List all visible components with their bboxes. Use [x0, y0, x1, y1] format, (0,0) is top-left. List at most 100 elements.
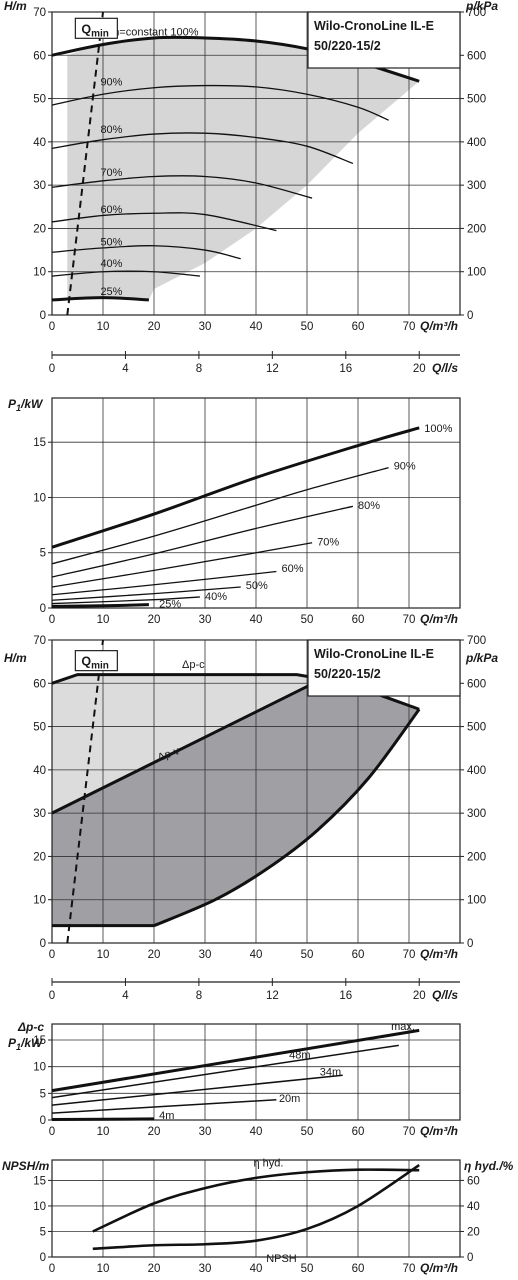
x-tick-label: 70 [403, 614, 416, 626]
y-tick-label: 10 [33, 267, 46, 279]
series-label: NPSH [266, 1253, 297, 1265]
y-tick-label: 50 [33, 722, 46, 734]
series-line [51, 132, 354, 165]
title-box [307, 639, 461, 697]
series-line [51, 212, 277, 232]
x-tick-label: 60 [352, 614, 365, 626]
y2-tick-label: 200 [467, 223, 486, 235]
chart-title: Wilo-CronoLine IL-E [314, 19, 434, 33]
y2-tick-label: 0 [467, 938, 473, 950]
chart-h-q-variable: 0 10 20 30 40 50 60 700102030405060700100200300… [4, 0, 498, 333]
ls-axis-label: Q/l/s [432, 988, 458, 1002]
x-tick-label: 10 [97, 321, 110, 333]
series-label: 70% [317, 537, 339, 549]
chart-title: Wilo-CronoLine IL-E [314, 647, 434, 661]
series-label: 80% [358, 500, 380, 512]
x-axis-label: Q/m³/h [420, 1261, 458, 1275]
y2-tick-label: 40 [467, 1201, 480, 1213]
series-label: 40% [100, 258, 122, 270]
x-tick-label: 60 [352, 1263, 365, 1275]
series-line [92, 1168, 420, 1233]
series-label: 48m [289, 1049, 310, 1061]
y2-axis-label: p/kPa [465, 651, 498, 665]
ls-tick-label: 12 [266, 363, 279, 375]
series-label: 70% [100, 167, 122, 179]
series-line [51, 1117, 155, 1121]
y-axis-label: H/m [4, 651, 27, 665]
chart-subtitle: 50/220-15/2 [314, 39, 381, 53]
ls-tick-label: 8 [196, 363, 202, 375]
series-label: 50% [100, 236, 122, 248]
chart-subtitle: 50/220-15/2 [314, 667, 381, 681]
y2-tick-label: 100 [467, 895, 486, 907]
series-line [51, 603, 149, 608]
series-label: 80% [100, 124, 122, 136]
x-tick-label: 40 [250, 1126, 263, 1138]
y2-tick-label: 0 [467, 1252, 473, 1264]
y-axis-label-top: Δp-c [17, 1020, 44, 1034]
series-line [51, 467, 389, 565]
qmin-label-sub: min [91, 28, 109, 39]
y2-tick-label: 600 [467, 678, 486, 690]
y2-tick-label: 100 [467, 267, 486, 279]
dpv-region [52, 678, 420, 926]
y-tick-label: 0 [40, 310, 46, 322]
series-label: 20m [279, 1093, 300, 1105]
qmin-label-box [74, 17, 118, 39]
series-label: η hyd. [253, 1158, 283, 1170]
ls-tick-label: 16 [339, 363, 352, 375]
dpv-line [51, 677, 323, 815]
series-line [51, 84, 389, 121]
y-axis-label: P1/kW [8, 1036, 44, 1052]
y-tick-label: 40 [33, 765, 46, 777]
y-tick-label: 60 [33, 678, 46, 690]
x-tick-label: 40 [250, 321, 263, 333]
x-tick-label: 0 [49, 614, 55, 626]
series-label: 90% [394, 460, 416, 472]
y-tick-label: 10 [33, 895, 46, 907]
ls-tick-label: 4 [122, 990, 129, 1002]
ls-axis-label: Q/l/s [432, 361, 458, 375]
y2-tick-label: 20 [467, 1226, 480, 1238]
x-tick-label: 50 [301, 1263, 314, 1275]
series-line [51, 505, 354, 578]
y2-tick-label: 400 [467, 765, 486, 777]
series-label: 50% [246, 580, 268, 592]
qmin-line [66, 11, 104, 316]
y-tick-label: 15 [33, 1175, 46, 1187]
ls-tick-label: 20 [413, 990, 426, 1002]
x-tick-label: 50 [301, 321, 314, 333]
ls-tick-label: 8 [196, 990, 202, 1002]
x-tick-label: 30 [199, 949, 212, 961]
y-tick-label: 60 [33, 50, 46, 62]
y-axis-label-sub: 1 [16, 403, 21, 413]
series-line [51, 426, 420, 549]
x-axis-label: Q/m³/h [420, 1124, 458, 1138]
chart-p1-variable: 0 10 20 30 40 50 60 70 0 5 10 15 Q/m³/h P1/kW 100% 90% 8… [8, 397, 461, 626]
qmin-label-sub: min [91, 661, 109, 672]
y2-axis-label: η hyd./% [464, 1159, 514, 1173]
ls-tick-label: 0 [49, 363, 55, 375]
y2-tick-label: 700 [467, 635, 486, 647]
x-tick-label: 20 [148, 1126, 161, 1138]
series-label: 25% [100, 286, 122, 298]
y-axis-label-suffix: /kW [20, 1036, 44, 1050]
y-tick-label: 30 [33, 808, 46, 820]
series-line [51, 586, 241, 601]
y-tick-label: 70 [33, 635, 46, 647]
x-tick-label: 30 [199, 321, 212, 333]
chart-p1-control-modes: 0 10 20 30 40 50 60 70 0 5 10 15 Q/m³/h Δp-c P1/kW max.… [8, 1020, 461, 1138]
series-line [51, 570, 277, 596]
series-line [51, 270, 200, 277]
x-tick-label: 40 [250, 1263, 263, 1275]
series-label: 100% [424, 423, 452, 435]
series-label: 40% [205, 591, 227, 603]
x-tick-label: 70 [403, 321, 416, 333]
limit-line [153, 708, 421, 928]
x-tick-label: 20 [148, 614, 161, 626]
y-tick-label: 0 [40, 603, 46, 615]
y2-tick-label: 500 [467, 722, 486, 734]
x-tick-label: 20 [148, 321, 161, 333]
y-tick-label: 20 [33, 851, 46, 863]
y-axis-label-suffix: /kW [20, 397, 44, 411]
